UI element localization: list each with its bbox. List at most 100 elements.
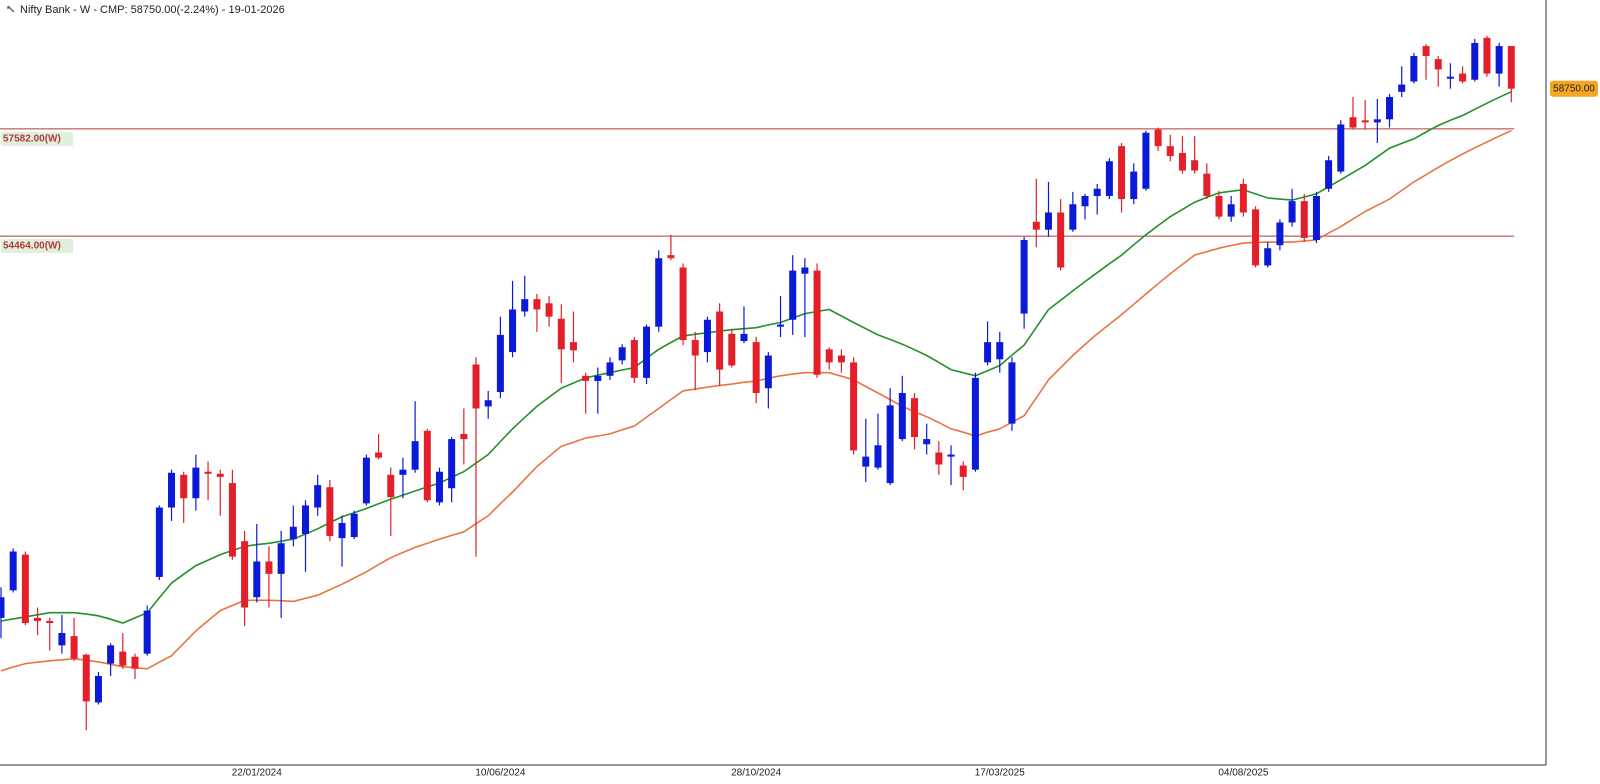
candle-body <box>1178 153 1186 171</box>
candle-body <box>557 318 565 350</box>
candle-body <box>1373 119 1381 123</box>
candle-body <box>1032 221 1040 230</box>
level-label-bg <box>1 239 73 254</box>
candle-body <box>1471 42 1479 80</box>
candle-body <box>350 513 358 538</box>
candle-body <box>1020 239 1028 314</box>
candle-body <box>740 333 748 342</box>
candle-body <box>984 342 992 363</box>
candle-body <box>691 340 699 356</box>
candle-body <box>143 610 151 654</box>
candle-body <box>947 454 955 457</box>
candle-body <box>837 355 845 363</box>
candle-body <box>1105 161 1113 196</box>
candle-body <box>509 309 517 353</box>
candle-body <box>1044 212 1052 230</box>
x-tick-label: 04/08/2025 <box>1218 768 1268 779</box>
candle-body <box>1069 204 1077 230</box>
candle-body <box>764 355 772 389</box>
candle-body <box>1154 129 1162 147</box>
candle-body <box>569 342 577 351</box>
plot-area: 57582.00(W) 54464.00(W) 22/01/2024 10/06/20… <box>0 35 1598 779</box>
candle-body <box>1203 173 1211 196</box>
candle-body <box>411 441 419 470</box>
candle-body <box>192 467 200 499</box>
candle-body <box>874 445 882 468</box>
candle-body <box>460 433 468 440</box>
candle-body <box>935 452 943 465</box>
candle-body <box>265 561 273 574</box>
candle-body <box>533 299 541 310</box>
candle-body <box>496 334 504 392</box>
candle-body <box>643 326 651 378</box>
candle-body <box>1483 37 1491 74</box>
candle-body <box>1057 212 1065 268</box>
candle-body <box>399 469 407 475</box>
candle-body <box>1337 124 1345 172</box>
candle-body <box>1459 73 1467 82</box>
candle-body <box>107 645 115 664</box>
candle-body <box>21 554 29 624</box>
candle-body <box>971 377 979 470</box>
candle-body <box>131 656 139 669</box>
candle-body <box>728 333 736 366</box>
candle-body <box>423 430 431 501</box>
candle-body <box>618 347 626 361</box>
candle-body <box>216 473 224 477</box>
candle-body <box>70 636 78 659</box>
candle-body <box>1422 46 1430 57</box>
candle-body <box>1239 183 1247 213</box>
x-tick-label: 17/03/2025 <box>975 768 1025 779</box>
candle-body <box>862 456 870 467</box>
candle-body <box>813 270 821 375</box>
candle-body <box>302 505 309 534</box>
candle-body <box>1191 160 1199 171</box>
candle-body <box>1495 46 1503 74</box>
candle-body <box>582 375 590 381</box>
candle-body <box>1142 132 1150 189</box>
candle-body <box>606 362 614 376</box>
candle-body <box>1386 96 1394 120</box>
candle-body <box>801 267 809 274</box>
candle-body <box>630 340 638 378</box>
level-label-bg <box>1 131 73 146</box>
candle-body <box>375 452 383 458</box>
candle-body <box>959 465 967 477</box>
candle-body <box>1325 160 1333 189</box>
candle-body <box>594 375 602 381</box>
candle-body <box>1276 222 1284 246</box>
candle-body <box>338 522 346 539</box>
candle-body <box>362 457 370 504</box>
level-label: 57582.00(W) <box>3 134 61 145</box>
candle-body <box>1398 84 1406 92</box>
candle-body <box>58 632 66 646</box>
candle-body <box>825 349 833 363</box>
candle-body <box>1008 362 1016 424</box>
candle-body <box>484 400 492 407</box>
candle-body <box>168 472 176 508</box>
candle-body <box>46 620 54 624</box>
candle-body <box>314 485 322 508</box>
candle-body <box>1288 201 1296 223</box>
candle-body <box>253 561 261 598</box>
candle-body <box>241 541 249 608</box>
moving-average-line <box>0 91 1512 624</box>
candle-body <box>752 342 760 394</box>
candle-body <box>521 299 529 312</box>
x-tick-label: 10/06/2024 <box>475 768 525 779</box>
level-label: 54464.00(W) <box>3 241 61 252</box>
candle-body <box>898 393 906 440</box>
candle-body <box>716 311 724 370</box>
x-tick-label: 22/01/2024 <box>232 768 282 779</box>
candle-body <box>655 258 663 327</box>
last-price-label: 58750.00 <box>1553 83 1595 94</box>
last-price-tag <box>1550 80 1598 97</box>
candle-body <box>850 362 858 451</box>
candle-body <box>1361 120 1369 123</box>
candle-body <box>1434 59 1442 70</box>
candle-body <box>1446 76 1454 79</box>
candle-body <box>1227 204 1235 217</box>
candle-body <box>326 487 334 537</box>
candle-body <box>289 526 297 540</box>
